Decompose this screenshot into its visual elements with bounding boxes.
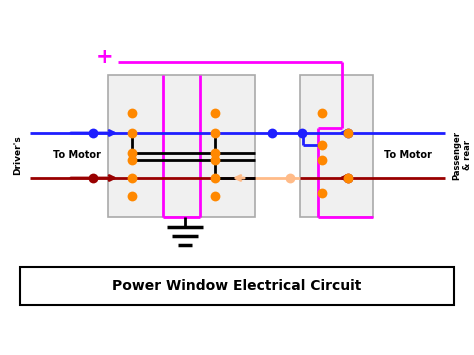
- Text: Passenger
& rear: Passenger & rear: [452, 131, 472, 180]
- Point: [128, 130, 136, 136]
- Point: [128, 193, 136, 199]
- Bar: [300, 75, 373, 217]
- Text: To Motor: To Motor: [53, 151, 101, 160]
- Point: [344, 130, 352, 136]
- Point: [286, 175, 294, 181]
- Text: Power Window Electrical Circuit: Power Window Electrical Circuit: [112, 279, 362, 293]
- Point: [268, 130, 276, 136]
- Point: [318, 190, 326, 196]
- Point: [318, 110, 326, 116]
- Point: [318, 142, 326, 148]
- Point: [211, 175, 219, 181]
- Text: To Motor: To Motor: [384, 151, 432, 160]
- Point: [344, 175, 352, 181]
- Bar: [108, 75, 255, 217]
- Text: +: +: [96, 47, 114, 67]
- Point: [211, 193, 219, 199]
- Point: [211, 130, 219, 136]
- Point: [318, 157, 326, 163]
- Point: [211, 157, 219, 163]
- Point: [128, 157, 136, 163]
- Point: [128, 110, 136, 116]
- Point: [344, 175, 352, 181]
- Point: [298, 130, 306, 136]
- Point: [211, 110, 219, 116]
- Point: [89, 175, 97, 181]
- Point: [128, 175, 136, 181]
- Point: [89, 130, 97, 136]
- Text: Driver's: Driver's: [13, 136, 22, 175]
- Point: [344, 130, 352, 136]
- Bar: [20, 267, 454, 305]
- Point: [211, 150, 219, 156]
- Point: [128, 150, 136, 156]
